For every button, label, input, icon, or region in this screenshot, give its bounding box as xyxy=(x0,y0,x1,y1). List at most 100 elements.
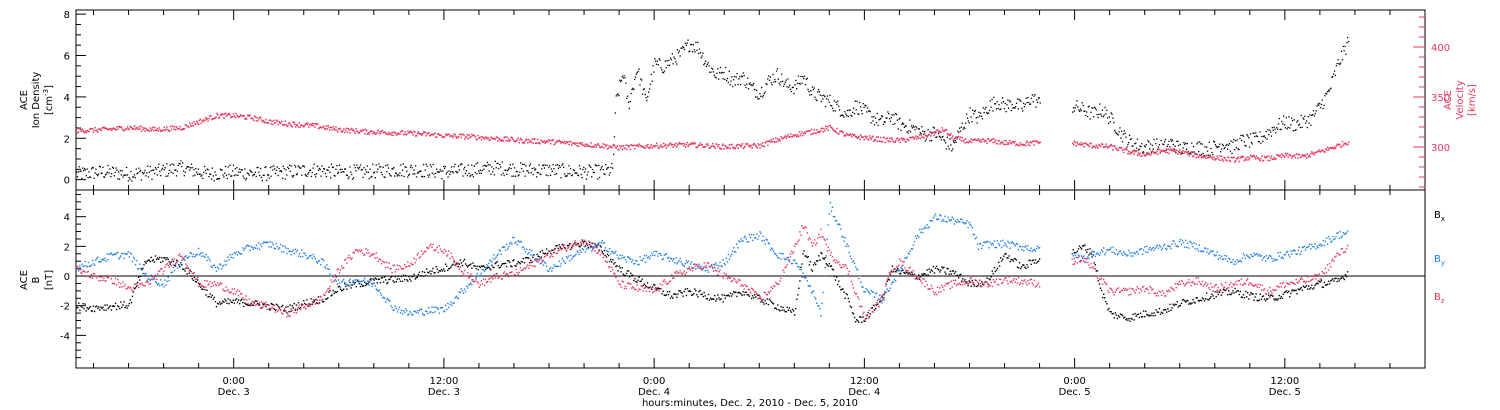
density-point xyxy=(380,171,383,174)
bx-point xyxy=(930,269,932,271)
bx-point xyxy=(508,260,510,262)
by-point xyxy=(915,237,918,239)
bx-point xyxy=(481,265,484,268)
density-point xyxy=(406,170,408,172)
bx-point xyxy=(728,295,731,297)
by-point xyxy=(704,270,706,272)
by-point xyxy=(632,259,634,261)
bx-point xyxy=(96,305,98,307)
by-point xyxy=(649,255,652,257)
by-point xyxy=(631,261,633,263)
by-point xyxy=(906,256,908,258)
density-point xyxy=(373,172,375,174)
by-point xyxy=(191,255,193,258)
by-point xyxy=(474,275,476,277)
bx-point xyxy=(1148,315,1150,317)
density-point xyxy=(349,166,351,168)
density-point xyxy=(867,107,869,109)
bx-point xyxy=(1101,296,1104,299)
density-point xyxy=(648,91,650,93)
density-point xyxy=(97,173,100,175)
bx-point xyxy=(340,289,343,292)
density-point xyxy=(764,91,766,93)
by-point xyxy=(590,246,592,249)
bx-point xyxy=(480,265,483,267)
velocity-point xyxy=(671,143,674,146)
density-point xyxy=(622,77,624,79)
velocity-point xyxy=(575,142,577,144)
velocity-point xyxy=(449,135,451,137)
bx-point xyxy=(628,275,631,278)
density-point xyxy=(1099,103,1101,105)
velocity-point xyxy=(1285,154,1288,157)
density-point xyxy=(1325,92,1327,94)
density-point xyxy=(1039,102,1041,104)
velocity-point xyxy=(799,135,802,137)
density-point xyxy=(575,172,577,174)
by-point xyxy=(458,291,460,293)
bx-point xyxy=(1078,245,1081,247)
bx-point xyxy=(1273,298,1275,300)
density-point xyxy=(766,83,768,86)
velocity-point xyxy=(390,134,392,136)
density-point xyxy=(256,166,258,169)
bx-point xyxy=(331,294,333,296)
by-point xyxy=(758,235,760,237)
velocity-point xyxy=(428,132,430,134)
velocity-point xyxy=(771,141,773,143)
by-point xyxy=(581,248,583,250)
velocity-point xyxy=(216,112,218,115)
density-point xyxy=(291,175,293,177)
by-point xyxy=(585,248,588,250)
velocity-point xyxy=(983,141,985,143)
velocity-point xyxy=(786,135,788,138)
bx-point xyxy=(919,278,921,281)
density-point xyxy=(288,164,291,166)
velocity-point xyxy=(632,144,634,147)
density-point xyxy=(757,98,759,100)
velocity-point xyxy=(1296,153,1298,155)
density-point xyxy=(1178,144,1180,147)
by-point xyxy=(765,238,767,241)
density-point xyxy=(644,93,646,96)
bx-point xyxy=(262,303,264,305)
by-point xyxy=(492,258,494,260)
bx-point xyxy=(1036,261,1039,263)
density-point xyxy=(860,110,863,112)
velocity-point xyxy=(718,144,720,146)
bx-point xyxy=(83,307,85,310)
by-point xyxy=(531,250,533,252)
density-tick-label: 0 xyxy=(64,176,70,187)
density-point xyxy=(874,124,876,126)
velocity-point xyxy=(1246,159,1248,161)
bx-point xyxy=(419,275,422,277)
bottom-panel-frame xyxy=(75,189,1426,369)
bx-point xyxy=(862,316,864,318)
velocity-point xyxy=(682,142,684,145)
density-point xyxy=(602,169,604,171)
bx-point xyxy=(644,284,647,287)
density-point xyxy=(472,176,475,178)
bx-point xyxy=(1250,292,1252,294)
density-point xyxy=(941,136,943,138)
bx-point xyxy=(765,302,767,305)
density-point xyxy=(443,165,445,168)
density-point xyxy=(794,84,796,86)
velocity-point xyxy=(994,141,996,143)
density-point xyxy=(819,94,821,96)
by-point xyxy=(266,242,268,244)
by-point xyxy=(151,278,154,280)
bx-point xyxy=(468,264,470,267)
by-point xyxy=(248,245,250,247)
velocity-point xyxy=(571,142,574,144)
bx-point xyxy=(698,290,700,293)
velocity-point xyxy=(1324,151,1326,153)
velocity-point xyxy=(336,129,338,131)
density-point xyxy=(1199,141,1201,143)
density-point xyxy=(846,109,849,112)
velocity-point xyxy=(96,129,98,131)
bx-point xyxy=(968,280,970,282)
by-point xyxy=(456,297,458,299)
by-point xyxy=(561,257,563,260)
bx-point xyxy=(792,310,795,312)
